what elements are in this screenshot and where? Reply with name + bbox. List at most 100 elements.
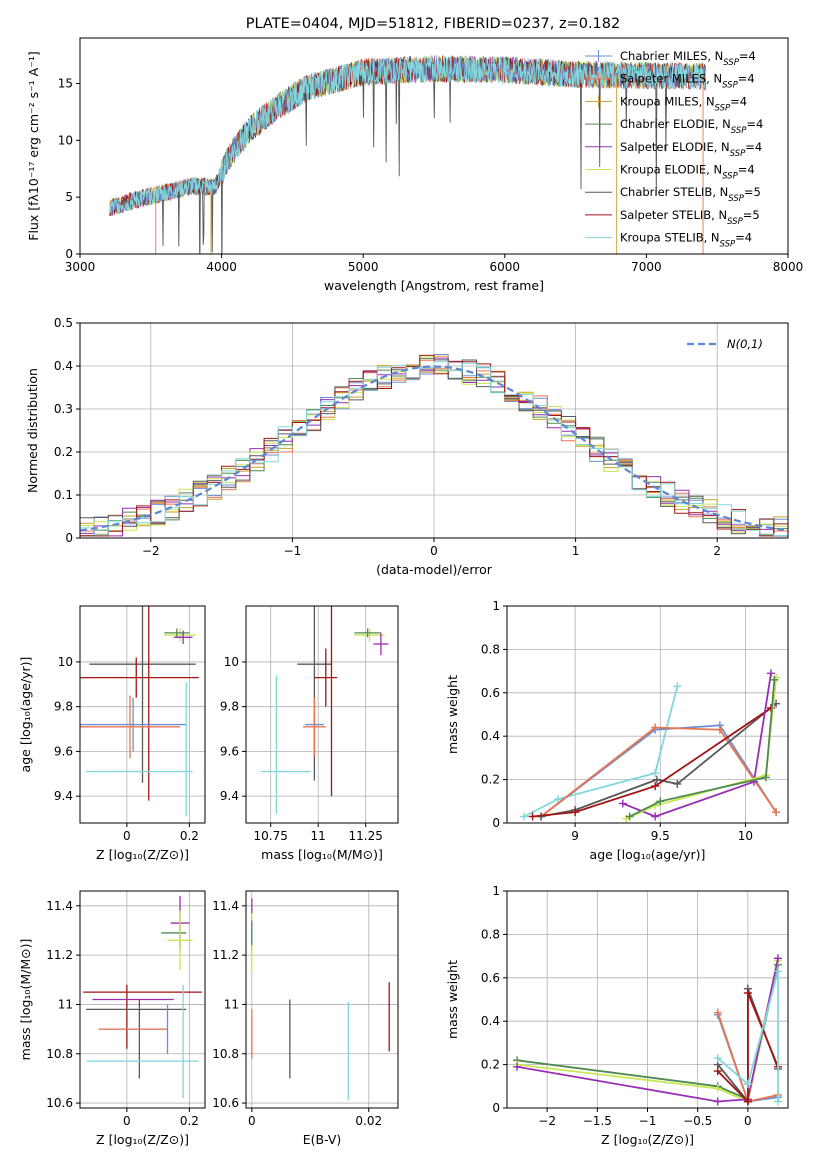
y-tick-label: 0.2 xyxy=(481,773,500,787)
series-point xyxy=(743,1080,752,1089)
x-tick-label: 7000 xyxy=(631,260,662,274)
errorbar-kroupa_elodie xyxy=(167,910,193,970)
y-tick-label: 9.6 xyxy=(220,744,239,758)
legend-name: Chabrier MILES, N xyxy=(620,49,723,63)
x-tick-label: −0.5 xyxy=(683,1114,712,1128)
errorbar-kroupa_elodie xyxy=(164,628,196,642)
x-tick-label: −1.5 xyxy=(583,1114,612,1128)
errorbar-chabrier_elodie xyxy=(164,628,190,638)
age_vs_mass-axes: 10.75 11 11.25 9.4 9.6 9.8 10 mass [log₁₀(M/M⊙)… xyxy=(220,606,398,862)
y-tick-label: 0.8 xyxy=(481,927,500,941)
legend-entry: Kroupa MILES, NSSP=4 xyxy=(620,94,747,113)
legend-entry: Salpeter MILES, NSSP=4 xyxy=(620,72,755,91)
y-tick-label: 0.6 xyxy=(481,686,500,700)
series-point xyxy=(656,797,665,806)
x-tick-label: 9.5 xyxy=(651,829,670,843)
y-axis-label: mass [log₁₀(M/M⊙)] xyxy=(18,939,33,1061)
spectrum-line-kroupa_stelib xyxy=(109,55,707,215)
mass_vs_Z-frame xyxy=(79,890,206,1109)
errorbar-chabrier_elodie xyxy=(354,628,381,638)
series-point xyxy=(520,812,529,821)
series-line xyxy=(625,677,777,820)
legend-subscript: SSP xyxy=(730,149,746,159)
legend-name: Salpeter STELIB, N xyxy=(620,208,727,222)
x-axis-label: E(B-V) xyxy=(303,1132,342,1147)
y-tick-label: 0.1 xyxy=(54,488,73,502)
legend-name: Kroupa MILES, N xyxy=(620,94,715,108)
series-point xyxy=(761,773,770,782)
series-point xyxy=(743,1097,752,1106)
y-tick-label: 10 xyxy=(224,655,239,669)
series-point xyxy=(713,1097,722,1106)
figure-title: PLATE=0404, MJD=51812, FIBERID=0237, z=0… xyxy=(246,16,620,32)
series-line xyxy=(540,726,777,818)
legend-name: Salpeter MILES, N xyxy=(620,72,722,86)
legend-suffix: =4 xyxy=(735,231,752,245)
y-tick-label: 15 xyxy=(58,76,73,90)
hist-step-kroupa_stelib xyxy=(80,361,788,537)
y-tick-label: 5 xyxy=(65,190,73,204)
series-point xyxy=(651,769,660,778)
y-tick-label: 11.4 xyxy=(46,899,73,913)
y-tick-label: 0.4 xyxy=(54,359,73,373)
weight_vs_age-frame xyxy=(506,605,789,824)
x-tick-label: 0.2 xyxy=(180,1114,199,1128)
x-tick-label: 9 xyxy=(571,829,579,843)
legend-name: Kroupa STELIB, N xyxy=(620,231,720,245)
series-line xyxy=(622,673,772,818)
age_vs_Z-axes: 0 0.2 9.4 9.6 9.8 10 Z [log₁₀(Z/Z⊙)] age [log₁₀… xyxy=(18,606,205,862)
x-tick-label: −2 xyxy=(538,1114,556,1128)
x-axis-label: age [log₁₀(age/yr)] xyxy=(590,847,706,862)
y-tick-label: 0 xyxy=(492,1101,500,1115)
x-tick-label: 1 xyxy=(572,544,580,558)
legend-name: Chabrier STELIB, N xyxy=(620,185,728,199)
x-tick-label: 11 xyxy=(311,829,326,843)
legend-subscript: SSP xyxy=(727,217,743,227)
spectrum-axes: 3000 4000 5000 6000 7000 8000 0 5 10 15 wavelength… xyxy=(26,51,803,293)
y-tick-label: 11 xyxy=(58,997,73,1011)
y-tick-label: 9.8 xyxy=(54,700,73,714)
y-axis-label: age [log₁₀(age/yr)] xyxy=(18,657,33,773)
y-tick-label: 10.8 xyxy=(212,1047,239,1061)
weight_vs_Z-frame xyxy=(506,890,789,1109)
series-salpeter_stelib xyxy=(528,703,775,821)
series-point xyxy=(743,988,752,997)
y-tick-label: 9.8 xyxy=(220,700,239,714)
legend-suffix: =5 xyxy=(744,185,761,199)
y-tick-label: 0.4 xyxy=(481,1014,500,1028)
y-tick-label: 10 xyxy=(58,655,73,669)
errorbar-kroupa_elodie xyxy=(354,628,385,642)
series-point xyxy=(652,775,661,784)
y-axis-label: mass weight xyxy=(445,960,460,1039)
series-point xyxy=(713,1054,722,1063)
x-tick-label: 0 xyxy=(123,1114,131,1128)
errorbar-salpeter_elodie xyxy=(373,632,389,656)
x-axis-label: wavelength [Angstrom, rest frame] xyxy=(324,278,544,293)
mass_vs_ebv-frame xyxy=(245,890,399,1109)
series-point xyxy=(773,954,782,963)
x-axis-label: Z [log₁₀(Z/Z⊙)] xyxy=(96,1132,189,1147)
x-tick-label: −1 xyxy=(639,1114,657,1128)
legend-subscript: SSP xyxy=(722,172,738,182)
series-point xyxy=(713,1084,722,1093)
residuals-frame xyxy=(79,322,789,539)
x-tick-label: 3000 xyxy=(65,260,96,274)
y-tick-label: 11.2 xyxy=(212,948,239,962)
residuals-legend: N(0,1) xyxy=(687,337,763,351)
series-point xyxy=(766,669,775,678)
x-tick-label: 0 xyxy=(248,1114,256,1128)
series-point xyxy=(513,1062,522,1071)
legend-entry: Chabrier STELIB, NSSP=5 xyxy=(620,185,761,204)
series-point xyxy=(651,723,660,732)
x-tick-label: 4000 xyxy=(206,260,237,274)
errorbar-salpeter_elodie xyxy=(173,630,193,645)
y-tick-label: 0 xyxy=(65,531,73,545)
y-axis-label: Flux [fλ10⁻¹⁷ erg cm⁻² s⁻¹ A⁻¹] xyxy=(26,51,41,240)
y-tick-label: 10 xyxy=(58,133,73,147)
y-tick-label: 11.2 xyxy=(46,948,73,962)
plot-area: 3000 4000 5000 6000 7000 8000051015wavelength… xyxy=(18,37,803,1147)
series-chabrier_elodie xyxy=(625,675,779,821)
x-tick-label: 0.2 xyxy=(180,829,199,843)
series-line xyxy=(717,971,779,1102)
y-tick-label: 9.4 xyxy=(54,789,73,803)
